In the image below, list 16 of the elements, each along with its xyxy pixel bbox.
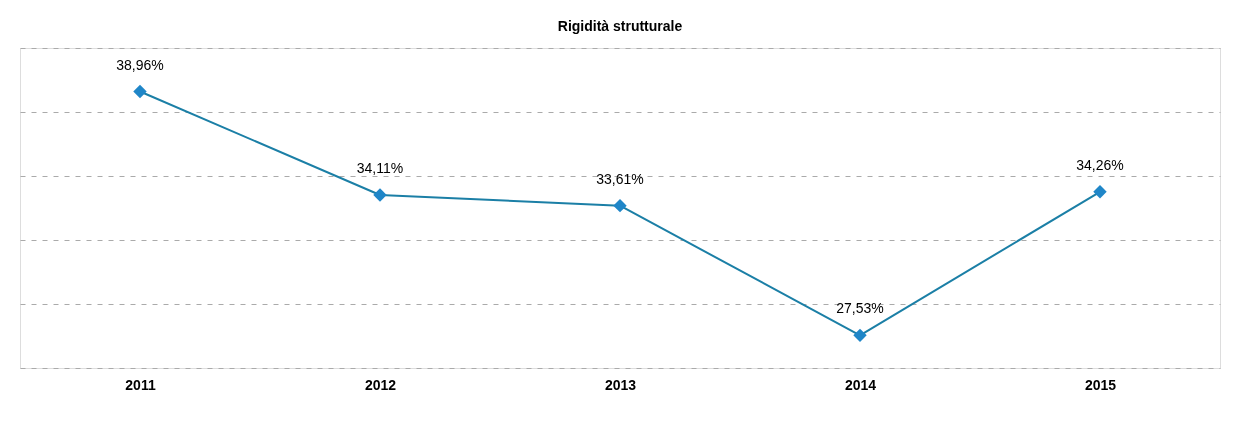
- data-label: 33,61%: [596, 170, 644, 187]
- x-tick-label: 2014: [844, 376, 877, 393]
- x-tick-label: 2013: [604, 376, 637, 393]
- point: [373, 188, 387, 202]
- chart-title: Rigidità strutturale: [557, 18, 683, 34]
- point: [1093, 185, 1107, 199]
- data-label: 38,96%: [116, 56, 164, 73]
- data-label: 27,53%: [836, 300, 884, 317]
- point: [853, 328, 867, 343]
- x-tick-label: 2012: [364, 376, 397, 393]
- data-label: 34,26%: [1076, 156, 1124, 173]
- point: [613, 198, 627, 213]
- x-tick-label: 2015: [1084, 376, 1117, 393]
- data-label: 34,11%: [356, 159, 404, 176]
- x-tick-label: 2011: [125, 376, 156, 393]
- point: [133, 84, 147, 99]
